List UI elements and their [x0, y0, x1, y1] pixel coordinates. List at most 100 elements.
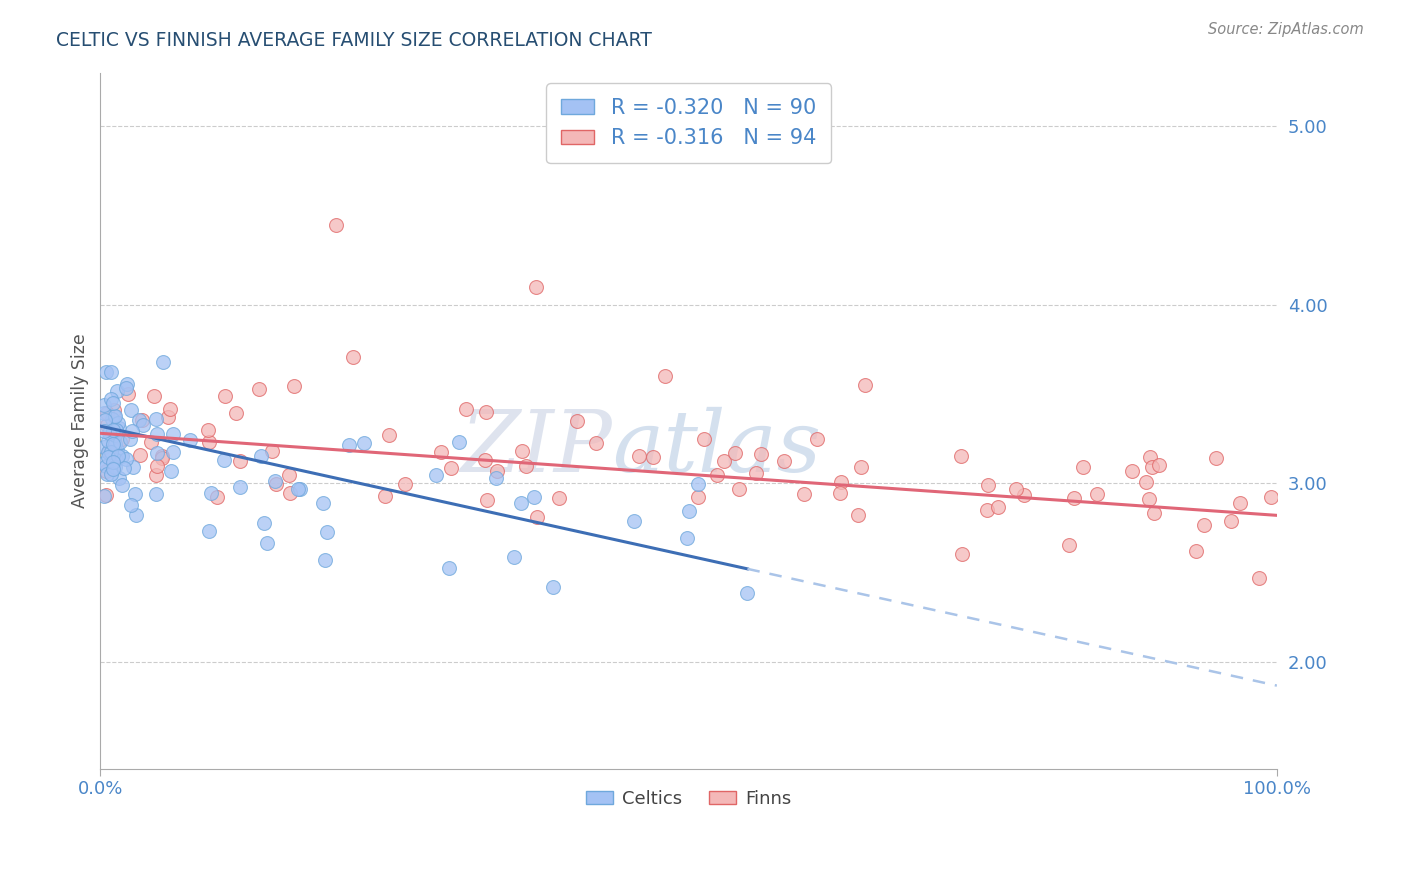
Point [152, 355, 174, 369]
Point [103, 459, 125, 474]
Point [207, 490, 229, 504]
Point [654, 369, 676, 384]
Point [120, 498, 142, 512]
Point [1205, 450, 1227, 465]
Point [1249, 571, 1271, 585]
Point [523, 490, 546, 504]
Point [793, 487, 815, 501]
Point [454, 401, 477, 416]
Point [1142, 460, 1164, 475]
Point [1135, 475, 1157, 489]
Point [337, 438, 360, 452]
Point [214, 389, 236, 403]
Point [727, 482, 749, 496]
Point [103, 423, 125, 437]
Point [526, 509, 548, 524]
Point [806, 432, 828, 446]
Point [229, 454, 252, 468]
Point [93, 424, 115, 438]
Point [150, 449, 173, 463]
Point [830, 486, 852, 500]
Point [107, 416, 129, 430]
Point [229, 480, 252, 494]
Point [772, 453, 794, 467]
Point [122, 460, 145, 475]
Point [103, 396, 125, 410]
Text: atlas: atlas [612, 408, 821, 490]
Point [693, 432, 716, 446]
Point [101, 462, 124, 476]
Point [124, 487, 146, 501]
Point [503, 549, 526, 564]
Point [125, 508, 148, 523]
Point [253, 516, 276, 531]
Point [524, 280, 547, 294]
Point [713, 453, 735, 467]
Point [987, 500, 1010, 515]
Point [623, 514, 645, 528]
Point [108, 420, 131, 434]
Point [146, 427, 169, 442]
Point [745, 467, 768, 481]
Point [139, 434, 162, 449]
Point [115, 381, 138, 395]
Point [1004, 482, 1026, 496]
Point [706, 468, 728, 483]
Point [200, 486, 222, 500]
Point [198, 524, 221, 538]
Point [325, 218, 347, 232]
Point [94, 413, 117, 427]
Point [103, 403, 125, 417]
Point [849, 460, 872, 475]
Point [256, 536, 278, 550]
Point [846, 508, 869, 522]
Point [96, 406, 118, 420]
Point [1147, 458, 1170, 472]
Point [1014, 488, 1036, 502]
Point [735, 586, 758, 600]
Point [93, 489, 115, 503]
Point [749, 447, 772, 461]
Point [1121, 464, 1143, 478]
Point [112, 460, 135, 475]
Point [515, 459, 537, 474]
Point [101, 437, 124, 451]
Point [278, 486, 301, 500]
Point [475, 405, 498, 419]
Point [342, 350, 364, 364]
Point [723, 445, 745, 459]
Point [120, 402, 142, 417]
Point [425, 468, 447, 483]
Point [162, 445, 184, 459]
Legend: Celtics, Finns: Celtics, Finns [578, 783, 799, 815]
Point [1260, 490, 1282, 504]
Point [111, 450, 134, 464]
Point [97, 445, 120, 459]
Point [131, 413, 153, 427]
Point [688, 491, 710, 505]
Point [543, 580, 565, 594]
Point [950, 547, 973, 561]
Point [287, 482, 309, 496]
Point [103, 436, 125, 450]
Point [676, 531, 699, 545]
Point [830, 475, 852, 489]
Point [100, 445, 122, 459]
Point [104, 423, 127, 437]
Point [288, 482, 311, 496]
Point [160, 464, 183, 478]
Point [96, 464, 118, 478]
Point [156, 409, 179, 424]
Point [104, 409, 127, 424]
Point [641, 450, 664, 464]
Point [477, 492, 499, 507]
Point [105, 384, 128, 398]
Point [976, 503, 998, 517]
Point [1192, 517, 1215, 532]
Point [93, 440, 115, 454]
Point [96, 488, 118, 502]
Point [97, 434, 120, 448]
Text: ZIP: ZIP [460, 408, 612, 490]
Point [250, 449, 273, 463]
Point [565, 414, 588, 428]
